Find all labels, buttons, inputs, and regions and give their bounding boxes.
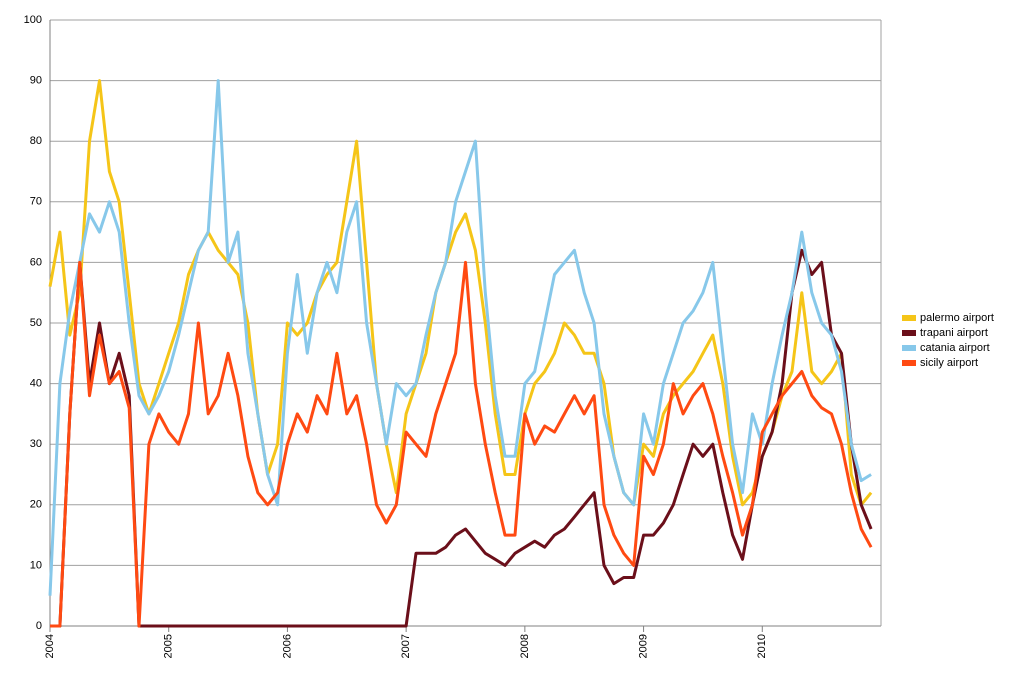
legend-swatch bbox=[902, 315, 916, 321]
legend-label: palermo airport bbox=[920, 312, 994, 324]
y-tick-label: 0 bbox=[36, 620, 42, 632]
y-tick-label: 50 bbox=[30, 317, 42, 329]
legend-label: catania airport bbox=[920, 342, 990, 354]
x-tick-label: 2010 bbox=[756, 634, 768, 658]
x-tick-label: 2008 bbox=[519, 634, 531, 658]
series-line bbox=[48, 79, 872, 596]
x-tick-label: 2005 bbox=[163, 634, 175, 658]
y-tick-label: 20 bbox=[30, 499, 42, 511]
series-line bbox=[48, 79, 873, 507]
y-tick-label: 90 bbox=[30, 75, 42, 87]
y-tick-label: 100 bbox=[24, 14, 42, 26]
legend-swatch bbox=[902, 345, 916, 351]
y-tick-label: 70 bbox=[30, 196, 42, 208]
legend-label: sicily airport bbox=[920, 357, 978, 369]
legend-swatch bbox=[902, 330, 916, 336]
series-line bbox=[50, 248, 873, 628]
y-tick-label: 60 bbox=[30, 256, 42, 268]
x-tick-label: 2006 bbox=[281, 634, 293, 658]
x-tick-label: 2009 bbox=[637, 634, 649, 658]
legend-swatch bbox=[902, 360, 916, 366]
series-line bbox=[50, 260, 873, 628]
legend-label: trapani airport bbox=[920, 327, 988, 339]
x-tick-label: 2004 bbox=[44, 634, 56, 658]
y-tick-label: 40 bbox=[30, 378, 42, 390]
y-tick-label: 30 bbox=[30, 438, 42, 450]
x-tick-label: 2007 bbox=[400, 634, 412, 658]
y-tick-label: 10 bbox=[30, 559, 42, 571]
y-tick-label: 80 bbox=[30, 135, 42, 147]
